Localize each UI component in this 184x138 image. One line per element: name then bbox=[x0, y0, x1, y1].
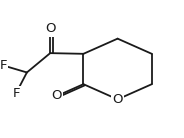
Text: F: F bbox=[12, 87, 20, 100]
Text: O: O bbox=[45, 22, 55, 35]
Text: F: F bbox=[0, 59, 7, 72]
Text: O: O bbox=[112, 93, 123, 106]
Text: O: O bbox=[52, 89, 62, 102]
